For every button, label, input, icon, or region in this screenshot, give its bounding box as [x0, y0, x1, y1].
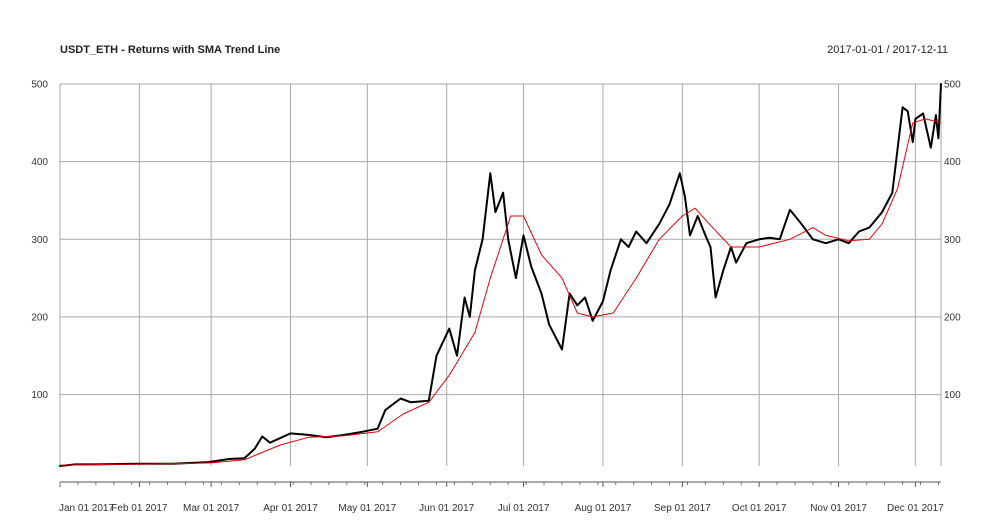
x-tick-label: Aug 01 2017 — [575, 503, 632, 514]
y-tick-label-left: 200 — [31, 312, 48, 323]
y-tick-label-right: 300 — [944, 235, 961, 246]
y-tick-label-left: 100 — [31, 390, 48, 401]
x-tick-label: Mar 01 2017 — [183, 503, 240, 514]
x-tick-label: Oct 01 2017 — [732, 503, 787, 514]
series-lines — [59, 83, 942, 467]
chart-date-range: 2017-01-01 / 2017-12-11 — [827, 44, 948, 56]
x-tick-label: Jun 01 2017 — [419, 503, 474, 514]
x-tick-label: Jul 01 2017 — [498, 503, 550, 514]
x-tick-label: Dec 01 2017 — [887, 503, 944, 514]
x-tick-label: Feb 01 2017 — [111, 503, 168, 514]
sma-trend-line — [59, 118, 942, 466]
y-tick-label-left: 300 — [31, 235, 48, 246]
x-tick-label: May 01 2017 — [338, 503, 396, 514]
x-tick-label: Apr 01 2017 — [263, 503, 318, 514]
price-series-line — [59, 83, 942, 467]
y-tick-label-right: 200 — [944, 312, 961, 323]
y-tick-label-right: 100 — [944, 390, 961, 401]
x-tick-label: Jan 01 2017 — [59, 503, 114, 514]
grid-lines — [59, 83, 942, 466]
x-tick-label: Nov 01 2017 — [810, 503, 867, 514]
y-tick-label-right: 500 — [944, 80, 961, 91]
chart-title: USDT_ETH - Returns with SMA Trend Line — [60, 44, 280, 56]
y-tick-label-left: 500 — [31, 80, 48, 91]
y-tick-label-right: 400 — [944, 157, 961, 168]
y-tick-label-left: 400 — [31, 157, 48, 168]
x-tick-label: Sep 01 2017 — [654, 503, 711, 514]
